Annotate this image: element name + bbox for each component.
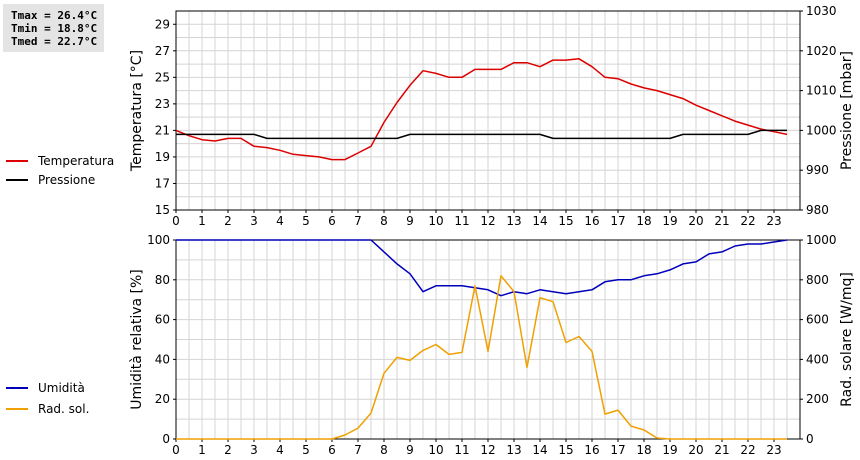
- x-tick-label: 17: [610, 443, 625, 457]
- y-right-tick-label: 1010: [806, 84, 837, 98]
- tmax-label: Tmax = 26.4°C: [11, 9, 98, 22]
- y-left-axis-title: Umidità relativa [%]: [129, 269, 145, 410]
- x-tick-label: 7: [354, 214, 362, 228]
- y-left-tick-label: 80: [155, 273, 170, 287]
- y-right-tick-label: 600: [806, 313, 829, 327]
- x-tick-label: 15: [558, 443, 573, 457]
- y-left-tick-label: 29: [155, 17, 170, 31]
- x-tick-label: 10: [428, 214, 443, 228]
- x-tick-label: 10: [428, 443, 443, 457]
- x-tick-label: 16: [584, 443, 599, 457]
- x-tick-label: 11: [454, 443, 469, 457]
- x-tick-label: 7: [354, 443, 362, 457]
- x-tick-label: 19: [662, 443, 677, 457]
- y-left-tick-label: 23: [155, 97, 170, 111]
- legend-entry: Pressione: [38, 173, 95, 187]
- y-left-tick-label: 21: [155, 123, 170, 137]
- y-right-tick-label: 400: [806, 352, 829, 366]
- y-left-tick-label: 17: [155, 176, 170, 190]
- x-tick-label: 14: [532, 214, 547, 228]
- tmin-label: Tmin = 18.8°C: [11, 22, 98, 35]
- x-tick-label: 14: [532, 443, 547, 457]
- x-tick-label: 4: [276, 214, 284, 228]
- y-left-tick-label: 60: [155, 313, 170, 327]
- x-tick-label: 4: [276, 443, 284, 457]
- x-tick-label: 1: [198, 214, 206, 228]
- x-tick-label: 8: [380, 443, 388, 457]
- series-line-pressione: [176, 129, 787, 140]
- x-tick-label: 2: [224, 443, 232, 457]
- y-right-tick-label: 1000: [806, 123, 837, 137]
- x-tick-label: 12: [480, 214, 495, 228]
- x-tick-label: 20: [688, 214, 703, 228]
- series-line-umidit: [176, 239, 788, 297]
- y-left-tick-label: 19: [155, 150, 170, 164]
- stats-box: Tmax = 26.4°C Tmin = 18.8°C Tmed = 22.7°…: [3, 4, 104, 52]
- y-right-axis-title: Rad. solare [W/mq]: [839, 272, 855, 407]
- y-left-tick-label: 100: [147, 233, 170, 247]
- x-tick-label: 0: [172, 443, 180, 457]
- x-tick-label: 3: [250, 214, 258, 228]
- y-right-tick-label: 980: [806, 203, 829, 217]
- series-line-temperatura: [175, 58, 788, 161]
- y-left-tick-label: 25: [155, 70, 170, 84]
- y-left-tick-label: 15: [155, 203, 170, 217]
- x-tick-label: 2: [224, 214, 232, 228]
- y-right-tick-label: 990: [806, 163, 829, 177]
- x-tick-label: 22: [740, 214, 755, 228]
- x-tick-label: 8: [380, 214, 388, 228]
- series-line-rad-sol: [176, 275, 787, 440]
- x-tick-label: 18: [636, 443, 651, 457]
- y-right-axis-title: Pressione [mbar]: [839, 51, 855, 170]
- y-right-tick-label: 1030: [806, 4, 837, 18]
- x-tick-label: 13: [506, 214, 521, 228]
- x-tick-label: 12: [480, 443, 495, 457]
- legend-entry: Rad. sol.: [38, 402, 89, 416]
- x-tick-label: 5: [302, 443, 310, 457]
- y-right-tick-label: 1020: [806, 44, 837, 58]
- tmed-label: Tmed = 22.7°C: [11, 35, 98, 48]
- x-tick-label: 5: [302, 214, 310, 228]
- y-right-tick-label: 0: [806, 432, 814, 446]
- x-tick-label: 11: [454, 214, 469, 228]
- y-right-tick-label: 1000: [806, 233, 837, 247]
- x-tick-label: 9: [406, 214, 414, 228]
- legend-entry: Umidità: [38, 381, 85, 395]
- x-tick-label: 6: [328, 214, 336, 228]
- x-tick-label: 17: [610, 214, 625, 228]
- y-left-tick-label: 40: [155, 352, 170, 366]
- x-tick-label: 19: [662, 214, 677, 228]
- x-tick-label: 15: [558, 214, 573, 228]
- y-left-tick-label: 0: [162, 432, 170, 446]
- x-tick-label: 16: [584, 214, 599, 228]
- x-tick-label: 1: [198, 443, 206, 457]
- x-tick-label: 23: [766, 443, 781, 457]
- y-left-tick-label: 20: [155, 392, 170, 406]
- x-tick-label: 9: [406, 443, 414, 457]
- x-tick-label: 23: [766, 214, 781, 228]
- x-tick-label: 0: [172, 214, 180, 228]
- x-tick-label: 6: [328, 443, 336, 457]
- x-tick-label: 22: [740, 443, 755, 457]
- y-right-tick-label: 200: [806, 392, 829, 406]
- y-left-tick-label: 27: [155, 44, 170, 58]
- legend-entry: Temperatura: [37, 154, 114, 168]
- y-left-axis-title: Temperatura [°C]: [129, 50, 145, 172]
- x-tick-label: 3: [250, 443, 258, 457]
- x-tick-label: 21: [714, 214, 729, 228]
- x-tick-label: 13: [506, 443, 521, 457]
- x-tick-label: 20: [688, 443, 703, 457]
- y-right-tick-label: 800: [806, 273, 829, 287]
- x-tick-label: 21: [714, 443, 729, 457]
- x-tick-label: 18: [636, 214, 651, 228]
